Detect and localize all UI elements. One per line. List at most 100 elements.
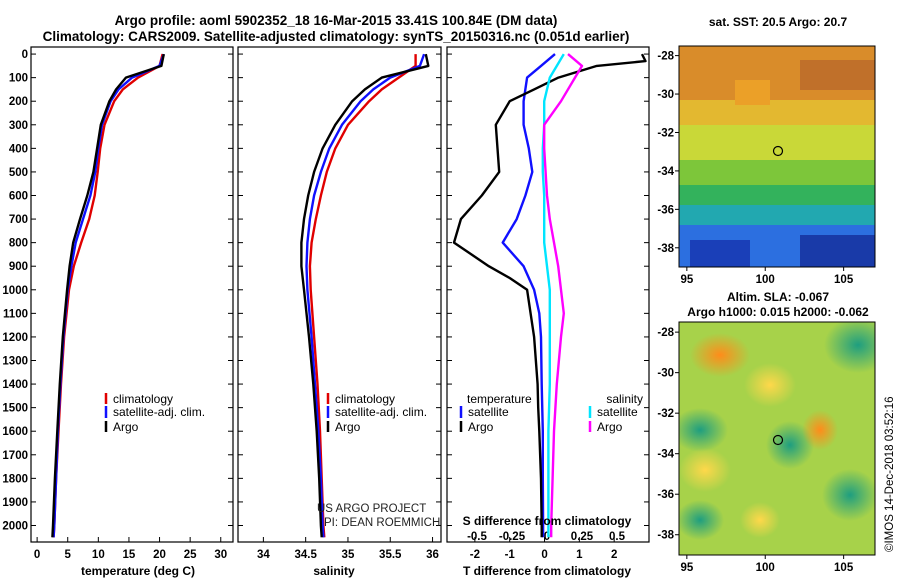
argo-location-marker — [772, 145, 784, 157]
difference-legend: temperature satellite Argo salinity sate… — [459, 392, 643, 434]
lat-tick-label: -32 — [657, 127, 674, 139]
x-tick-label: 35.5 — [379, 549, 402, 561]
difference-panel-frame — [446, 46, 650, 543]
lat-tick-label: -34 — [657, 166, 674, 178]
lat-tick-label: -30 — [657, 368, 674, 380]
s-difference-tick-label: -0.25 — [499, 531, 526, 543]
credit-line-1: US ARGO PROJECT — [317, 503, 426, 515]
legend-sal-satellite-label: satellite — [597, 405, 638, 419]
legend-argo-label: Argo — [113, 420, 139, 434]
lat-tick-label: -32 — [657, 408, 674, 420]
lat-tick-label: -38 — [657, 243, 674, 255]
depth-tick-label: 200 — [9, 96, 28, 108]
x-tick-label: 30 — [214, 549, 227, 561]
s-difference-tick-label: -0.5 — [467, 531, 487, 543]
depth-tick-label: 300 — [9, 120, 28, 132]
title-line-1: Argo profile: aoml 5902352_18 16-Mar-201… — [114, 13, 558, 28]
lat-tick-label: -38 — [657, 530, 674, 542]
legend-satellite-label: satellite-adj. clim. — [335, 405, 427, 419]
sst-map-frame — [678, 45, 876, 268]
legend-sal-argo-label: Argo — [597, 420, 623, 434]
series-line-argo — [51, 53, 165, 538]
x-tick-label: -2 — [470, 549, 480, 561]
title-line-2: Climatology: CARS2009. Satellite-adjuste… — [42, 29, 630, 44]
t-difference-axis-label: T difference from climatology — [463, 564, 631, 578]
x-tick-label: 35 — [342, 549, 355, 561]
credit-line-2: PI: DEAN ROEMMICH — [324, 517, 440, 529]
x-tick-label: 5 — [65, 549, 72, 561]
lon-tick-label: 95 — [680, 274, 693, 286]
depth-tick-label: 0 — [22, 49, 28, 61]
s-difference-tick-label: 0.5 — [609, 531, 626, 543]
temperature-legend: climatology satellite-adj. clim. Argo — [104, 392, 205, 434]
legend-temperature-heading: temperature — [467, 392, 532, 406]
sst-ticks: -28 -30 -32 -34 -36 -38 95 100 105 — [657, 51, 853, 286]
temperature-axis-label: temperature (deg C) — [81, 564, 195, 578]
series-line-salinity-argo — [543, 53, 584, 538]
depth-tick-label: 1500 — [2, 403, 28, 415]
legend-climatology-label: climatology — [113, 392, 173, 406]
x-tick-label: 36 — [426, 549, 439, 561]
sla-ticks: -28 -30 -32 -34 -36 -38 95 100 105 — [657, 327, 853, 574]
depth-tick-label: 2000 — [2, 521, 28, 533]
sla-map — [679, 322, 875, 555]
x-tick-label: 25 — [184, 549, 197, 561]
lon-tick-label: 100 — [756, 274, 775, 286]
series-line-satellite-adj-clim- — [305, 53, 426, 538]
s-difference-tick-label: 0.25 — [571, 531, 594, 543]
legend-temp-argo-label: Argo — [468, 420, 494, 434]
x-tick-label: 10 — [92, 549, 105, 561]
s-difference-axis-label: S difference from climatology — [463, 514, 632, 528]
depth-tick-label: 800 — [9, 238, 28, 250]
timestamp-stamp: ©IMOS 14-Dec-2018 03:52:16 — [884, 396, 896, 552]
depth-tick-label: 1100 — [3, 308, 28, 320]
profile-lines — [51, 53, 647, 538]
series-line-temperature-argo — [452, 53, 647, 538]
lat-tick-label: -28 — [657, 51, 674, 63]
argo-location-marker — [772, 434, 784, 446]
x-tick-label: 0 — [34, 549, 40, 561]
temperature-panel-frame — [30, 46, 234, 543]
depth-tick-label: 1200 — [2, 332, 28, 344]
series-line-salinity-satellite — [541, 53, 565, 538]
lat-tick-label: -36 — [657, 489, 674, 501]
legend-satellite-label: satellite-adj. clim. — [113, 405, 205, 419]
depth-tick-label: 1300 — [2, 356, 28, 368]
sla-panel-title-2: Argo h1000: 0.015 h2000: -0.062 — [687, 305, 869, 319]
x-tick-label: -1 — [505, 549, 516, 561]
lon-tick-label: 105 — [834, 274, 854, 286]
lon-tick-label: 95 — [680, 562, 693, 574]
depth-tick-label: 1800 — [2, 473, 28, 485]
depth-tick-label: 400 — [9, 143, 28, 155]
sla-panel-title-1: Altim. SLA: -0.067 — [727, 290, 829, 304]
depth-tick-label: 1600 — [2, 426, 28, 438]
legend-temp-satellite-label: satellite — [468, 405, 509, 419]
legend-climatology-label: climatology — [335, 392, 395, 406]
depth-tick-label: 1000 — [2, 285, 28, 297]
sst-panel-title: sat. SST: 20.5 Argo: 20.7 — [709, 15, 848, 29]
series-line-argo — [300, 53, 430, 538]
s-difference-tick-label: 0 — [544, 531, 550, 543]
x-tick-label: 0 — [541, 549, 547, 561]
lat-tick-label: -30 — [657, 89, 674, 101]
salinity-legend: climatology satellite-adj. clim. Argo — [326, 392, 427, 434]
legend-salinity-heading: salinity — [606, 392, 643, 406]
x-tick-label: 2 — [611, 549, 617, 561]
lat-tick-label: -28 — [657, 327, 674, 339]
x-tick-label: 1 — [576, 549, 583, 561]
series-line-satellite-adj-clim- — [52, 53, 165, 538]
depth-tick-label: 500 — [9, 167, 28, 179]
depth-tick-label: 1900 — [2, 497, 28, 509]
series-line-climatology — [52, 53, 164, 538]
x-tick-label: 20 — [153, 549, 166, 561]
depth-tick-label: 1400 — [2, 379, 28, 391]
series-line-temperature-satellite — [501, 53, 556, 538]
x-tick-label: 15 — [123, 549, 136, 561]
depth-tick-label: 900 — [9, 261, 28, 273]
salinity-panel-frame — [237, 46, 442, 543]
lon-tick-label: 100 — [756, 562, 775, 574]
depth-tick-label: 100 — [9, 73, 28, 85]
lat-tick-label: -36 — [657, 204, 674, 216]
x-tick-label: 34.5 — [294, 549, 317, 561]
